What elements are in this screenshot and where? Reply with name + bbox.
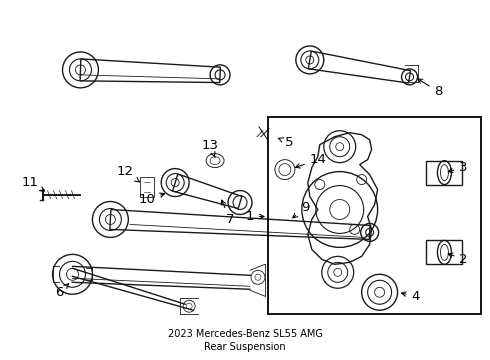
Text: 10: 10 [138,193,165,206]
Text: 2: 2 [448,253,468,266]
Text: 1: 1 [245,210,264,223]
Text: 9: 9 [293,201,309,218]
Bar [426,161,463,185]
Text: 7: 7 [221,200,234,226]
Text: 12: 12 [116,165,139,182]
Text: 6: 6 [55,284,69,299]
Bar [268,117,481,314]
Text: 4: 4 [401,290,420,303]
Text: 11: 11 [22,176,45,191]
Text: 5: 5 [278,136,294,149]
Text: 14: 14 [295,153,327,168]
Bar [426,240,463,264]
Text: 8: 8 [418,79,443,98]
Text: 3: 3 [448,161,468,174]
Text: 2023 Mercedes-Benz SL55 AMG
Rear Suspension: 2023 Mercedes-Benz SL55 AMG Rear Suspens… [168,329,322,352]
Text: 13: 13 [201,139,219,158]
